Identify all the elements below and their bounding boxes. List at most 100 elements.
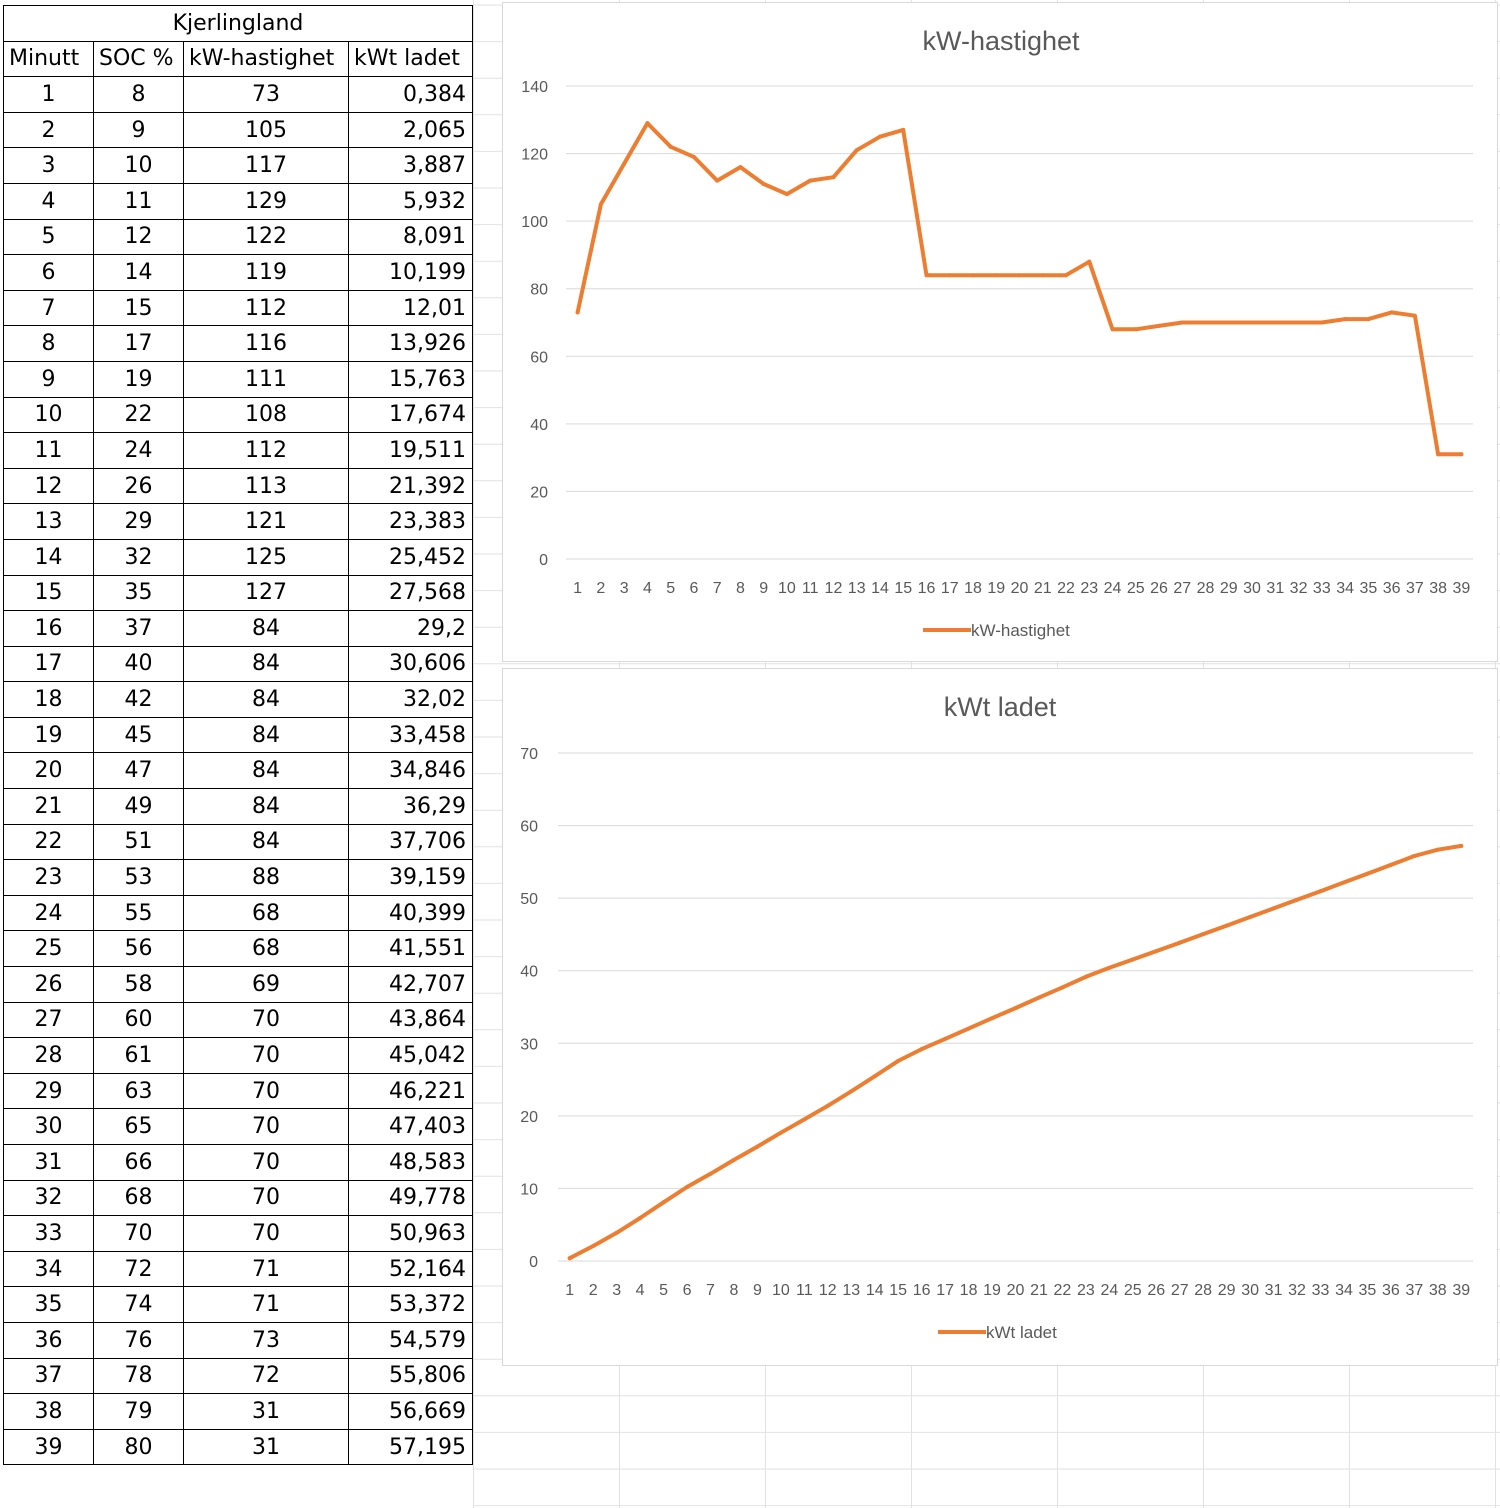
cell-soc[interactable]: 56	[93, 930, 184, 968]
data-point[interactable]	[966, 1026, 971, 1031]
data-point[interactable]	[614, 1230, 619, 1235]
data-point[interactable]	[1271, 906, 1276, 911]
cell-kw-hastighet[interactable]: 70	[183, 1144, 349, 1181]
header-soc[interactable]: SOC %	[93, 40, 184, 78]
cell-kw-hastighet[interactable]: 71	[183, 1250, 349, 1288]
cell-minutt[interactable]: 2	[3, 111, 94, 149]
data-point[interactable]	[738, 165, 743, 170]
data-point[interactable]	[1110, 327, 1115, 332]
cell-kwt-ladet[interactable]: 37,706	[348, 823, 473, 861]
cell-soc[interactable]: 47	[93, 752, 184, 790]
data-point[interactable]	[668, 144, 673, 149]
data-point[interactable]	[1341, 880, 1346, 885]
cell-minutt[interactable]: 30	[3, 1108, 94, 1145]
cell-kwt-ladet[interactable]: 43,864	[348, 1001, 473, 1039]
cell-soc[interactable]: 10	[93, 147, 184, 184]
data-point[interactable]	[1296, 320, 1301, 325]
data-point[interactable]	[1459, 843, 1464, 848]
cell-minutt[interactable]: 38	[3, 1393, 94, 1430]
header-kw-hastighet[interactable]: kW-hastighet	[183, 40, 349, 78]
cell-minutt[interactable]: 10	[3, 396, 94, 434]
cell-minutt[interactable]: 35	[3, 1286, 94, 1323]
cell-minutt[interactable]: 34	[3, 1250, 94, 1288]
cell-minutt[interactable]: 12	[3, 467, 94, 505]
data-point[interactable]	[1412, 854, 1417, 859]
data-point[interactable]	[598, 202, 603, 207]
cell-kw-hastighet[interactable]: 70	[183, 1215, 349, 1252]
cell-kw-hastighet[interactable]: 70	[183, 1001, 349, 1039]
cell-kwt-ladet[interactable]: 12,01	[348, 289, 473, 327]
cell-minutt[interactable]: 29	[3, 1072, 94, 1110]
data-point[interactable]	[1203, 320, 1208, 325]
cell-soc[interactable]: 40	[93, 645, 184, 683]
cell-kwt-ladet[interactable]: 0,384	[348, 76, 473, 113]
cell-kwt-ladet[interactable]: 8,091	[348, 218, 473, 256]
data-point[interactable]	[1040, 273, 1045, 278]
data-point[interactable]	[645, 121, 650, 126]
cell-minutt[interactable]: 22	[3, 823, 94, 861]
cell-kwt-ladet[interactable]: 47,403	[348, 1108, 473, 1145]
data-point[interactable]	[1248, 914, 1253, 919]
cell-kw-hastighet[interactable]: 117	[183, 147, 349, 184]
cell-kw-hastighet[interactable]: 125	[183, 538, 349, 576]
data-point[interactable]	[970, 273, 975, 278]
cell-minutt[interactable]: 7	[3, 289, 94, 327]
data-point[interactable]	[1017, 273, 1022, 278]
data-point[interactable]	[901, 127, 906, 132]
cell-soc[interactable]: 35	[93, 574, 184, 612]
cell-kwt-ladet[interactable]: 23,383	[348, 503, 473, 540]
cell-soc[interactable]: 72	[93, 1250, 184, 1288]
cell-kwt-ladet[interactable]: 15,763	[348, 360, 473, 398]
cell-soc[interactable]: 74	[93, 1286, 184, 1323]
cell-kwt-ladet[interactable]: 45,042	[348, 1037, 473, 1074]
data-point[interactable]	[1412, 313, 1417, 318]
cell-kwt-ladet[interactable]: 56,669	[348, 1393, 473, 1430]
cell-soc[interactable]: 61	[93, 1037, 184, 1074]
data-point[interactable]	[731, 1157, 736, 1162]
cell-kwt-ladet[interactable]: 2,065	[348, 111, 473, 149]
data-point[interactable]	[825, 1103, 830, 1108]
cell-kwt-ladet[interactable]: 50,963	[348, 1215, 473, 1252]
cell-kw-hastighet[interactable]: 31	[183, 1428, 349, 1466]
cell-kw-hastighet[interactable]: 88	[183, 859, 349, 896]
data-point[interactable]	[1224, 923, 1229, 928]
cell-kwt-ladet[interactable]: 53,372	[348, 1286, 473, 1323]
header-minutt[interactable]: Minutt	[3, 40, 94, 78]
data-point[interactable]	[691, 154, 696, 159]
data-point[interactable]	[802, 1117, 807, 1122]
cell-kw-hastighet[interactable]: 31	[183, 1393, 349, 1430]
data-point[interactable]	[1107, 965, 1112, 970]
cell-kwt-ladet[interactable]: 17,674	[348, 396, 473, 434]
data-point[interactable]	[685, 1184, 690, 1189]
data-point[interactable]	[784, 192, 789, 197]
cell-soc[interactable]: 22	[93, 396, 184, 434]
data-point[interactable]	[1201, 932, 1206, 937]
cell-kw-hastighet[interactable]: 71	[183, 1286, 349, 1323]
cell-minutt[interactable]: 13	[3, 503, 94, 540]
cell-kwt-ladet[interactable]: 32,02	[348, 681, 473, 718]
cell-soc[interactable]: 68	[93, 1179, 184, 1217]
cell-minutt[interactable]: 27	[3, 1001, 94, 1039]
cell-kw-hastighet[interactable]: 113	[183, 467, 349, 505]
data-point[interactable]	[994, 273, 999, 278]
cell-soc[interactable]: 19	[93, 360, 184, 398]
cell-kwt-ladet[interactable]: 49,778	[348, 1179, 473, 1217]
data-point[interactable]	[1459, 452, 1464, 457]
cell-kwt-ladet[interactable]: 19,511	[348, 432, 473, 469]
cell-soc[interactable]: 32	[93, 538, 184, 576]
cell-kwt-ladet[interactable]: 13,926	[348, 325, 473, 362]
cell-kw-hastighet[interactable]: 70	[183, 1037, 349, 1074]
cell-minutt[interactable]: 1	[3, 76, 94, 113]
data-point[interactable]	[849, 1089, 854, 1094]
data-point[interactable]	[1319, 320, 1324, 325]
cell-soc[interactable]: 8	[93, 76, 184, 113]
cell-kwt-ladet[interactable]: 57,195	[348, 1428, 473, 1466]
cell-kwt-ladet[interactable]: 52,164	[348, 1250, 473, 1288]
cell-kw-hastighet[interactable]: 108	[183, 396, 349, 434]
cell-kwt-ladet[interactable]: 36,29	[348, 788, 473, 825]
cell-kw-hastighet[interactable]: 84	[183, 610, 349, 647]
cell-kw-hastighet[interactable]: 72	[183, 1357, 349, 1395]
cell-kw-hastighet[interactable]: 68	[183, 894, 349, 932]
cell-minutt[interactable]: 8	[3, 325, 94, 362]
data-point[interactable]	[1083, 974, 1088, 979]
